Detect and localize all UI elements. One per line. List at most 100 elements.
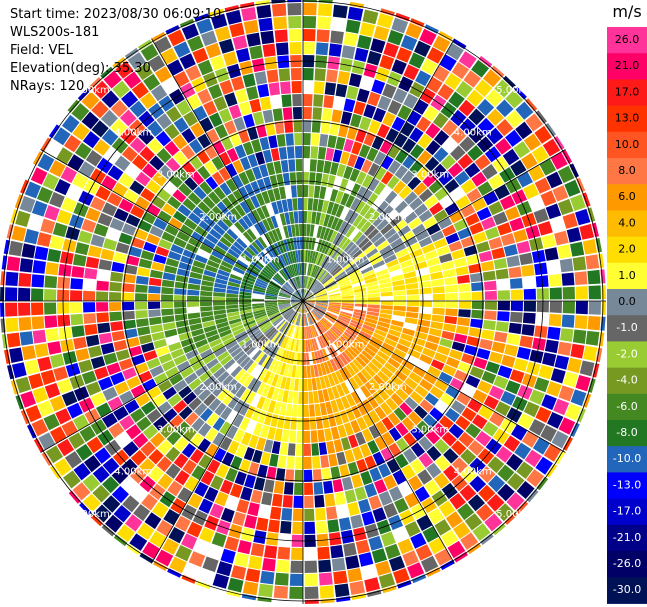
velocity-gate bbox=[252, 305, 265, 309]
velocity-gate bbox=[152, 501, 169, 519]
velocity-gate bbox=[130, 408, 146, 423]
velocity-gate bbox=[181, 443, 196, 458]
velocity-gate bbox=[296, 352, 301, 365]
velocity-gate bbox=[343, 32, 358, 47]
velocity-gate bbox=[341, 293, 354, 297]
velocity-gate bbox=[36, 232, 52, 247]
velocity-gate bbox=[328, 297, 341, 300]
velocity-gate bbox=[303, 301, 307, 313]
velocity-gate bbox=[242, 231, 254, 243]
velocity-gate bbox=[286, 310, 295, 321]
velocity-gate bbox=[485, 226, 500, 240]
velocity-gate bbox=[270, 414, 279, 428]
velocity-gate bbox=[417, 469, 433, 485]
velocity-gate bbox=[491, 341, 506, 354]
velocity-gate bbox=[195, 365, 209, 377]
velocity-gate bbox=[303, 146, 311, 159]
velocity-gate bbox=[310, 280, 318, 291]
velocity-gate bbox=[323, 277, 334, 286]
velocity-gate bbox=[252, 422, 263, 437]
velocity-gate bbox=[19, 258, 34, 273]
velocity-gate bbox=[319, 133, 329, 147]
velocity-gate bbox=[484, 290, 497, 300]
velocity-gate bbox=[557, 198, 574, 216]
velocity-gate bbox=[317, 146, 327, 160]
velocity-gate bbox=[497, 301, 510, 311]
velocity-gate bbox=[312, 324, 319, 337]
velocity-gate bbox=[293, 352, 298, 365]
velocity-gate bbox=[280, 520, 292, 534]
velocity-gate bbox=[400, 382, 414, 396]
velocity-gate bbox=[382, 111, 396, 127]
velocity-gate bbox=[327, 261, 337, 272]
velocity-gate bbox=[303, 292, 312, 301]
velocity-gate bbox=[312, 469, 322, 482]
velocity-gate bbox=[131, 354, 146, 366]
velocity-gate bbox=[6, 256, 21, 272]
velocity-gate bbox=[513, 358, 529, 372]
velocity-gate bbox=[265, 291, 278, 296]
velocity-gate bbox=[514, 86, 527, 100]
velocity-gate bbox=[408, 371, 423, 384]
velocity-gate bbox=[495, 401, 511, 417]
velocity-gate bbox=[493, 375, 509, 390]
velocity-gate bbox=[149, 155, 165, 171]
velocity-gate bbox=[457, 361, 472, 374]
velocity-gate bbox=[188, 378, 202, 391]
velocity-gate bbox=[230, 244, 243, 256]
velocity-gate bbox=[75, 348, 90, 362]
velocity-gate bbox=[458, 309, 471, 318]
velocity-gate bbox=[249, 263, 261, 273]
velocity-gate bbox=[441, 260, 455, 271]
velocity-gate bbox=[112, 80, 130, 99]
velocity-gate bbox=[486, 108, 504, 126]
velocity-gate bbox=[307, 250, 311, 263]
colorbar-tick-label: 26.0 bbox=[615, 33, 640, 46]
velocity-gate bbox=[208, 254, 222, 264]
velocity-gate bbox=[49, 465, 62, 480]
velocity-gate bbox=[291, 298, 303, 301]
velocity-gate bbox=[570, 343, 585, 359]
velocity-gate bbox=[350, 275, 363, 283]
velocity-gate bbox=[403, 64, 420, 81]
velocity-gate bbox=[404, 377, 418, 390]
velocity-gate bbox=[79, 502, 92, 516]
velocity-gate bbox=[299, 326, 302, 339]
velocity-gate bbox=[438, 31, 453, 42]
velocity-gate bbox=[363, 346, 376, 358]
velocity-gate bbox=[309, 339, 314, 352]
velocity-gate bbox=[272, 277, 283, 286]
velocity-gate bbox=[158, 379, 173, 393]
velocity-gate bbox=[315, 298, 328, 301]
velocity-gate bbox=[278, 301, 291, 304]
velocity-gate bbox=[249, 329, 261, 339]
velocity-gate bbox=[83, 455, 101, 473]
velocity-gate bbox=[394, 200, 408, 214]
velocity-gate bbox=[226, 293, 239, 298]
velocity-gate bbox=[102, 457, 120, 475]
velocity-gate bbox=[110, 100, 128, 118]
velocity-gate bbox=[485, 361, 500, 374]
velocity-gate bbox=[332, 232, 342, 245]
velocity-gate bbox=[575, 301, 588, 315]
velocity-gate bbox=[98, 332, 113, 344]
velocity-gate bbox=[481, 370, 497, 384]
velocity-gate bbox=[265, 306, 278, 311]
velocity-gate bbox=[540, 190, 557, 207]
velocity-gate bbox=[209, 338, 222, 348]
velocity-gate bbox=[194, 225, 208, 238]
velocity-gate bbox=[348, 324, 360, 333]
velocity-gate bbox=[261, 324, 273, 334]
velocity-gate bbox=[570, 389, 587, 407]
velocity-gate bbox=[488, 351, 503, 364]
velocity-gate bbox=[341, 351, 352, 363]
velocity-gate bbox=[303, 211, 308, 224]
velocity-gate bbox=[445, 356, 460, 369]
velocity-gate bbox=[146, 408, 162, 424]
velocity-gate bbox=[343, 331, 355, 341]
velocity-gate bbox=[303, 301, 315, 304]
velocity-gate bbox=[188, 212, 202, 225]
velocity-gate bbox=[349, 377, 360, 390]
velocity-gate bbox=[428, 264, 442, 274]
